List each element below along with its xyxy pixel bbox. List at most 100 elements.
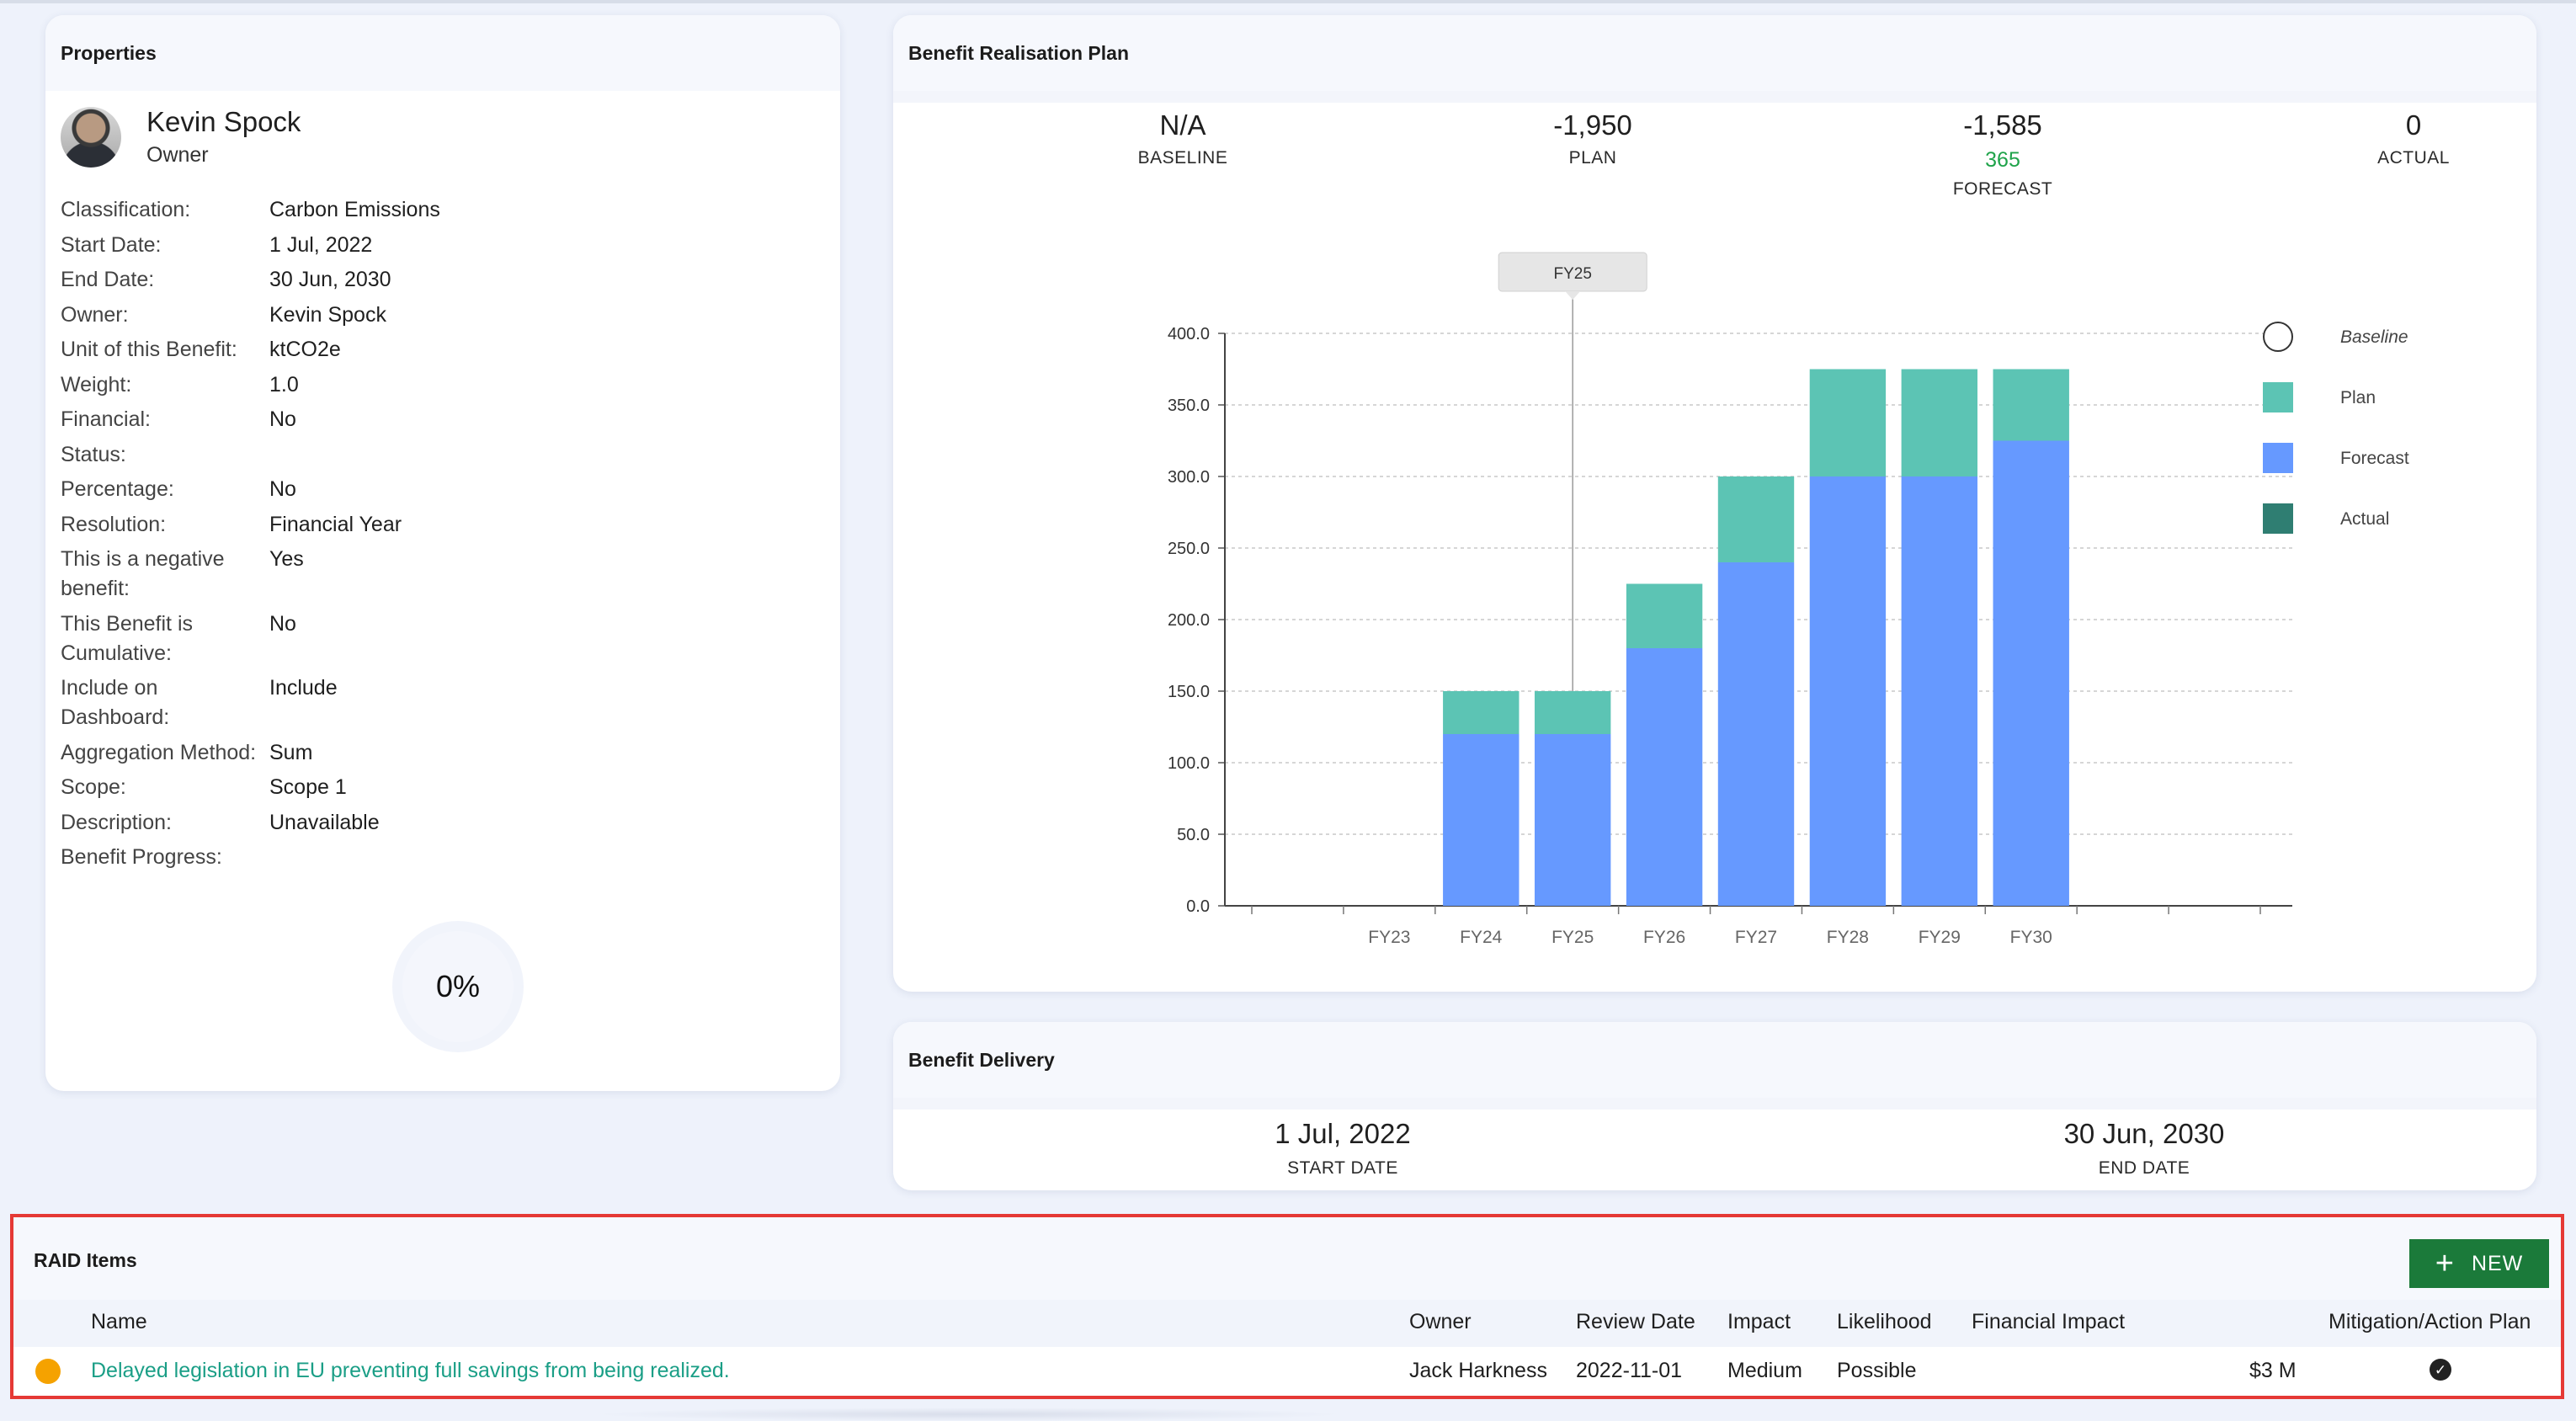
legend-swatch-actual: [2263, 503, 2293, 534]
col-name[interactable]: Name: [91, 1310, 147, 1333]
y-tick-label: 400.0: [1168, 325, 1210, 343]
x-tick-label: FY23: [1368, 928, 1410, 947]
property-row: Classification: Carbon Emissions: [61, 195, 818, 225]
bar-forecast: [1534, 734, 1611, 906]
delivery-start: 1 Jul, 2022 START DATE: [1216, 1118, 1469, 1179]
bar-plan: [1717, 476, 1795, 562]
raid-header: RAID Items + NEW: [13, 1217, 2561, 1300]
property-row: Start Date: 1 Jul, 2022: [61, 231, 818, 260]
legend-label: Plan: [2340, 388, 2376, 407]
legend-label: Actual: [2340, 509, 2389, 529]
property-value: Yes: [269, 547, 304, 571]
owner-block: Kevin Spock Owner: [61, 106, 301, 168]
property-label: Resolution:: [61, 512, 167, 536]
y-tick-label: 250.0: [1168, 540, 1210, 558]
plus-icon: +: [2435, 1246, 2455, 1281]
property-label: End Date:: [61, 268, 155, 291]
legend-label: Baseline: [2340, 327, 2408, 347]
bar-forecast: [1626, 648, 1703, 906]
property-value: Unavailable: [269, 810, 380, 834]
col-mitigation[interactable]: Mitigation/Action Plan: [2329, 1310, 2531, 1333]
legend-swatch-plan: [2263, 382, 2293, 412]
baseline-value: N/A: [1159, 109, 1206, 141]
property-value: No: [269, 407, 296, 431]
raid-likelihood: Possible: [1837, 1359, 1917, 1382]
property-row: Description: Unavailable: [61, 808, 818, 838]
delivery-divider: [893, 1098, 2536, 1110]
check-circle-icon[interactable]: ✓: [2430, 1359, 2451, 1381]
raid-owner: Jack Harkness: [1409, 1359, 1547, 1382]
raid-financial-impact: $3 M: [2249, 1359, 2297, 1382]
top-divider: [0, 0, 2576, 3]
y-tick-label: 50.0: [1177, 826, 1210, 844]
bar-plan: [1809, 369, 1887, 476]
x-tick-label: FY25: [1551, 928, 1594, 947]
metric-forecast: -1,585 365 FORECAST: [1876, 109, 2129, 200]
property-row: Aggregation Method: Sum: [61, 738, 818, 768]
property-row: Financial: No: [61, 405, 818, 434]
table-row[interactable]: Delayed legislation in EU preventing ful…: [13, 1347, 2561, 1394]
property-row: Benefit Progress:: [61, 843, 818, 872]
col-review-date[interactable]: Review Date: [1576, 1310, 1695, 1333]
raid-column-headers: Name Owner Review Date Impact Likelihood…: [13, 1300, 2561, 1347]
brp-title: Benefit Realisation Plan: [893, 15, 2536, 91]
property-row: Resolution: Financial Year: [61, 510, 818, 540]
bar-plan: [1993, 369, 2069, 441]
bar-forecast: [1993, 440, 2069, 906]
property-label: Unit of this Benefit:: [61, 338, 237, 361]
plan-label: PLAN: [1568, 148, 1617, 168]
new-raid-button[interactable]: + NEW: [2409, 1239, 2549, 1288]
property-label: This Benefit is Cumulative:: [61, 611, 194, 665]
property-label: Include on Dashboard:: [61, 676, 170, 729]
col-likelihood[interactable]: Likelihood: [1837, 1310, 1932, 1333]
legend-label: Forecast: [2340, 449, 2409, 468]
legend-swatch-baseline: [2263, 322, 2293, 352]
forecast-value: -1,585: [1963, 109, 2042, 141]
property-row: Status:: [61, 440, 818, 470]
property-label: Percentage:: [61, 477, 174, 501]
property-value: No: [269, 477, 296, 501]
tooltip-label: FY25: [1553, 265, 1591, 283]
property-row: Owner: Kevin Spock: [61, 301, 818, 330]
benefit-progress-value: 0%: [402, 931, 514, 1042]
property-label: Aggregation Method:: [61, 740, 257, 764]
x-tick-label: FY24: [1460, 928, 1503, 947]
property-row: End Date: 30 Jun, 2030: [61, 265, 818, 295]
raid-impact: Medium: [1727, 1359, 1802, 1382]
forecast-label: FORECAST: [1952, 179, 2053, 199]
property-value: Sum: [269, 740, 313, 764]
status-dot-icon: [35, 1359, 61, 1384]
property-value: ktCO2e: [269, 338, 341, 361]
col-financial-impact[interactable]: Financial Impact: [1972, 1310, 2126, 1333]
col-impact[interactable]: Impact: [1727, 1310, 1791, 1333]
raid-title: RAID Items: [34, 1249, 137, 1271]
benefit-progress-ring: 0%: [392, 921, 524, 1052]
property-label: Start Date:: [61, 232, 162, 257]
property-value: Carbon Emissions: [269, 198, 440, 221]
property-value: Financial Year: [269, 512, 402, 536]
raid-review-date: 2022-11-01: [1576, 1359, 1683, 1382]
owner-name: Kevin Spock: [146, 106, 301, 137]
delivery-end-label: END DATE: [2098, 1158, 2190, 1178]
legend-swatch-forecast: [2263, 443, 2293, 473]
benefit-realisation-plan-panel: Benefit Realisation Plan N/A BASELINE -1…: [893, 15, 2536, 992]
tooltip-arrow: [1565, 291, 1581, 300]
y-tick-label: 350.0: [1168, 396, 1210, 415]
property-label: Scope:: [61, 775, 126, 799]
y-tick-label: 100.0: [1168, 754, 1210, 773]
property-label: Financial:: [61, 407, 151, 431]
metric-actual: 0 ACTUAL: [2287, 109, 2536, 168]
property-value: 1.0: [269, 372, 299, 396]
y-tick-label: 200.0: [1168, 611, 1210, 630]
raid-item-link[interactable]: Delayed legislation in EU preventing ful…: [91, 1359, 730, 1382]
forecast-sub-value: 365: [1985, 148, 2020, 172]
property-row: This is a negative benefit: Yes: [61, 545, 818, 604]
property-row: This Benefit is Cumulative: No: [61, 609, 818, 668]
x-tick-label: FY30: [2010, 928, 2052, 947]
benefit-chart[interactable]: 0.0 50.0 100.0 150.0 200.0 250.0 300.0 350.0 400…: [893, 251, 2536, 958]
delivery-end: 30 Jun, 2030 END DATE: [2018, 1118, 2270, 1179]
bar-plan: [1901, 369, 1978, 476]
avatar: [61, 106, 121, 168]
col-owner[interactable]: Owner: [1409, 1310, 1472, 1333]
property-label: Status:: [61, 442, 126, 466]
